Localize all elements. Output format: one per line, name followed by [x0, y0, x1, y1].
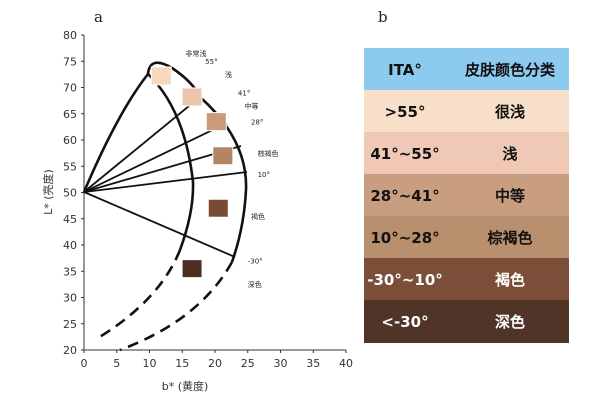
y-tick-label: 25: [63, 318, 77, 331]
y-tick-label: 50: [63, 187, 77, 200]
x-tick-label: 30: [274, 357, 288, 370]
x-tick-label: 10: [143, 357, 157, 370]
x-tick-label: 20: [208, 357, 222, 370]
skin-swatch: [150, 66, 172, 86]
ita-angle-label: 10°: [258, 171, 270, 179]
table-cell-range: >55°: [385, 103, 426, 121]
ita-angle-label: -30°: [248, 257, 263, 265]
skin-swatch: [212, 146, 234, 166]
table-cell-range: 10°~28°: [370, 229, 439, 247]
table-row: [364, 300, 569, 343]
table-cell-range: 28°~41°: [370, 187, 439, 205]
table-cell-category: 褐色: [494, 271, 525, 289]
ita-angle-label: 55°: [205, 58, 217, 66]
table-cell-category: 深色: [495, 313, 525, 331]
y-tick-label: 60: [63, 134, 77, 147]
y-tick-label: 80: [63, 29, 77, 42]
y-tick-label: 65: [63, 108, 77, 121]
skin-zone-label: 浅: [225, 70, 232, 79]
ita-inner-curve-dashed: [97, 249, 182, 340]
ita-inner-curve: [147, 73, 195, 251]
ita-angle-label: 28°: [251, 118, 263, 126]
x-tick-label: 0: [81, 357, 88, 370]
table-row: [364, 216, 569, 259]
x-tick-label: 5: [113, 357, 120, 370]
panel-a-letter: a: [94, 8, 103, 26]
table-cell-range: -30°~10°: [367, 271, 443, 289]
y-tick-label: 40: [63, 239, 77, 252]
table-row: [364, 132, 569, 175]
y-tick-label: 70: [63, 82, 77, 95]
table-row: [364, 258, 569, 301]
table-cell-range: 41°~55°: [370, 145, 439, 163]
skin-zone-label: 非常浅: [186, 49, 207, 58]
y-axis-title: L* (亮度): [41, 169, 55, 215]
ita-outer-curve-dashed: [119, 261, 234, 352]
x-tick-label: 25: [241, 357, 255, 370]
skin-zone-label: 棕褐色: [258, 149, 279, 158]
table-cell-category: 很浅: [494, 103, 525, 121]
panel-b-ita-table: b ITA° 皮肤颜色分类 >55° 很浅 41°~55° 浅 28°~41° 中等 10°~2…: [364, 8, 569, 343]
ita-ray-minus30: [83, 191, 236, 258]
x-tick-labels: 0 5 10 15 20 25 30 35 40: [81, 350, 353, 370]
lab-axes: [83, 35, 346, 351]
skin-zone-label: 中等: [244, 102, 258, 111]
table-header: [364, 48, 569, 90]
skin-swatch: [205, 112, 227, 132]
ita-ray-41: [83, 122, 228, 193]
x-tick-label: 40: [339, 357, 353, 370]
skin-swatch: [181, 87, 203, 107]
table-header-ita: ITA°: [388, 61, 422, 79]
x-tick-label: 15: [175, 357, 189, 370]
ita-ray-10: [83, 171, 248, 193]
panel-a-lab-diagram: a 0 5 10 15 20 25 30 35 40 20 25 30 35 40 45 50 55 60 65 7…: [41, 8, 353, 393]
table-cell-category: 浅: [502, 145, 517, 163]
ita-outer-boundary-upper: [82, 73, 150, 193]
ita-angle-labels: 55° 41° 28° 10° -30°: [205, 58, 270, 266]
y-tick-label: 75: [63, 55, 77, 68]
skin-swatch: [207, 198, 229, 218]
skin-zone-label: 褐色: [251, 212, 265, 221]
y-tick-label: 35: [63, 265, 77, 278]
y-tick-label: 45: [63, 213, 77, 226]
y-tick-label: 30: [63, 292, 77, 305]
skin-swatches: [150, 66, 234, 279]
ita-ray-55: [83, 96, 201, 193]
ita-boundary-shape: [82, 61, 248, 352]
x-axis-title: b* (黄度): [162, 379, 209, 393]
table-cell-category: 棕褐色: [487, 229, 532, 247]
skin-swatch: [181, 259, 203, 279]
panel-b-letter: b: [378, 8, 388, 26]
ita-angle-label: 41°: [238, 89, 250, 97]
table-row: [364, 90, 569, 133]
ita-classification-table: ITA° 皮肤颜色分类 >55° 很浅 41°~55° 浅 28°~41° 中等 10°~28°…: [364, 48, 569, 343]
table-header-category: 皮肤颜色分类: [465, 61, 556, 79]
y-tick-label: 20: [63, 344, 77, 357]
table-cell-range: <-30°: [381, 313, 428, 331]
y-tick-label: 55: [63, 160, 77, 173]
y-tick-labels: 20 25 30 35 40 45 50 55 60 65 70 75 80: [63, 29, 84, 357]
table-cell-category: 中等: [495, 187, 525, 205]
table-row: [364, 174, 569, 217]
skin-zone-label: 深色: [248, 280, 262, 289]
x-tick-label: 35: [306, 357, 320, 370]
